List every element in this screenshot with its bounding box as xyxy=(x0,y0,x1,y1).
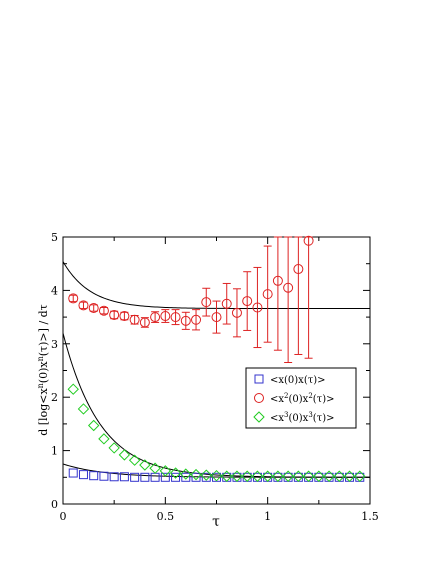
point-diamond xyxy=(261,470,274,482)
point-square xyxy=(150,472,160,482)
point-circle xyxy=(139,317,150,328)
point-diamond xyxy=(354,470,366,482)
point-circle xyxy=(129,314,140,325)
point-circle xyxy=(283,282,294,293)
legend-marker-square xyxy=(254,374,264,384)
point-diamond xyxy=(343,470,356,482)
point-diamond xyxy=(210,469,223,482)
point-square xyxy=(99,471,109,481)
point-diamond xyxy=(313,470,325,482)
legend-label: <x3(0)x3(τ)> xyxy=(270,411,335,424)
y-tick-label: 4 xyxy=(51,284,58,297)
point-square xyxy=(191,472,201,482)
legend-label: <x(0)x(τ)> xyxy=(270,375,326,386)
point-diamond xyxy=(333,470,346,482)
y-tick-label: 0 xyxy=(51,498,58,511)
point-square xyxy=(109,472,119,482)
point-square xyxy=(160,472,170,482)
point-diamond xyxy=(118,449,131,461)
point-diamond xyxy=(108,442,120,454)
x-tick-label: 0 xyxy=(60,510,67,523)
point-diamond xyxy=(241,470,253,482)
point-diamond xyxy=(251,470,264,482)
point-circle xyxy=(170,312,181,323)
point-circle xyxy=(221,298,232,309)
point-diamond xyxy=(98,433,110,445)
x-tick-label: 1 xyxy=(264,510,271,523)
legend-box xyxy=(245,367,357,429)
point-circle xyxy=(78,300,89,311)
point-diamond xyxy=(292,470,305,482)
point-circle xyxy=(242,296,253,307)
point-circle xyxy=(160,311,171,322)
point-circle xyxy=(252,302,263,313)
point-circle xyxy=(88,303,99,314)
point-circle xyxy=(119,311,130,322)
point-square xyxy=(119,472,129,482)
legend-marker-diamond xyxy=(253,411,265,423)
point-circle xyxy=(68,293,79,304)
y-axis-label: d [log<xn(0)xn(τ)>] / dτ xyxy=(36,304,51,436)
point-circle xyxy=(201,297,212,308)
fit-curve-3 xyxy=(62,463,370,478)
point-diamond xyxy=(282,470,294,482)
y-tick-label: 3 xyxy=(51,338,58,351)
point-circle xyxy=(272,275,283,286)
x-axis-ticks: 0 0.5 1 1.5 xyxy=(60,237,379,523)
point-circle xyxy=(211,312,222,323)
error-bars xyxy=(69,236,313,363)
point-diamond xyxy=(77,403,90,415)
y-axis-ticks: 0 1 2 3 4 5 xyxy=(51,231,370,511)
point-square xyxy=(89,471,99,481)
point-diamond xyxy=(159,465,172,477)
point-square xyxy=(78,470,88,480)
point-circle xyxy=(191,314,202,325)
point-circle xyxy=(303,235,314,246)
point-diamond xyxy=(67,383,79,395)
legend-label: <x2(0)x2(τ)> xyxy=(270,392,335,405)
point-diamond xyxy=(323,470,335,482)
point-circle xyxy=(293,264,304,275)
x-tick-label: 1.5 xyxy=(361,510,379,523)
y-tick-label: 1 xyxy=(51,445,58,458)
point-circle xyxy=(98,305,109,316)
x-tick-label: 0.5 xyxy=(157,510,175,523)
point-diamond xyxy=(149,462,161,474)
x-axis-label: τ xyxy=(212,514,220,530)
point-circle xyxy=(180,315,191,326)
point-diamond xyxy=(231,470,243,482)
point-diamond xyxy=(128,454,141,466)
point-square xyxy=(68,468,78,478)
point-diamond xyxy=(272,470,284,482)
point-square xyxy=(140,472,150,482)
point-diamond xyxy=(180,468,192,480)
point-diamond xyxy=(190,468,202,481)
point-circle xyxy=(150,312,161,323)
point-circle xyxy=(262,289,273,300)
point-diamond xyxy=(221,470,233,482)
point-diamond xyxy=(200,469,212,481)
point-diamond xyxy=(169,467,182,479)
data-markers xyxy=(67,235,366,482)
y-tick-label: 5 xyxy=(51,231,58,244)
point-square xyxy=(181,472,191,482)
point-square xyxy=(201,472,211,482)
point-square xyxy=(171,472,181,482)
point-diamond xyxy=(87,419,100,432)
point-diamond xyxy=(302,470,315,482)
legend-marker-circle xyxy=(254,393,264,403)
point-circle xyxy=(231,307,242,318)
y-tick-label: 2 xyxy=(51,391,58,404)
point-circle xyxy=(109,309,120,320)
legend: <x(0)x(τ)> <x2(0)x2(τ)> <x3(0)x3(τ)> xyxy=(245,367,357,429)
point-square xyxy=(130,472,140,482)
point-diamond xyxy=(139,459,151,471)
